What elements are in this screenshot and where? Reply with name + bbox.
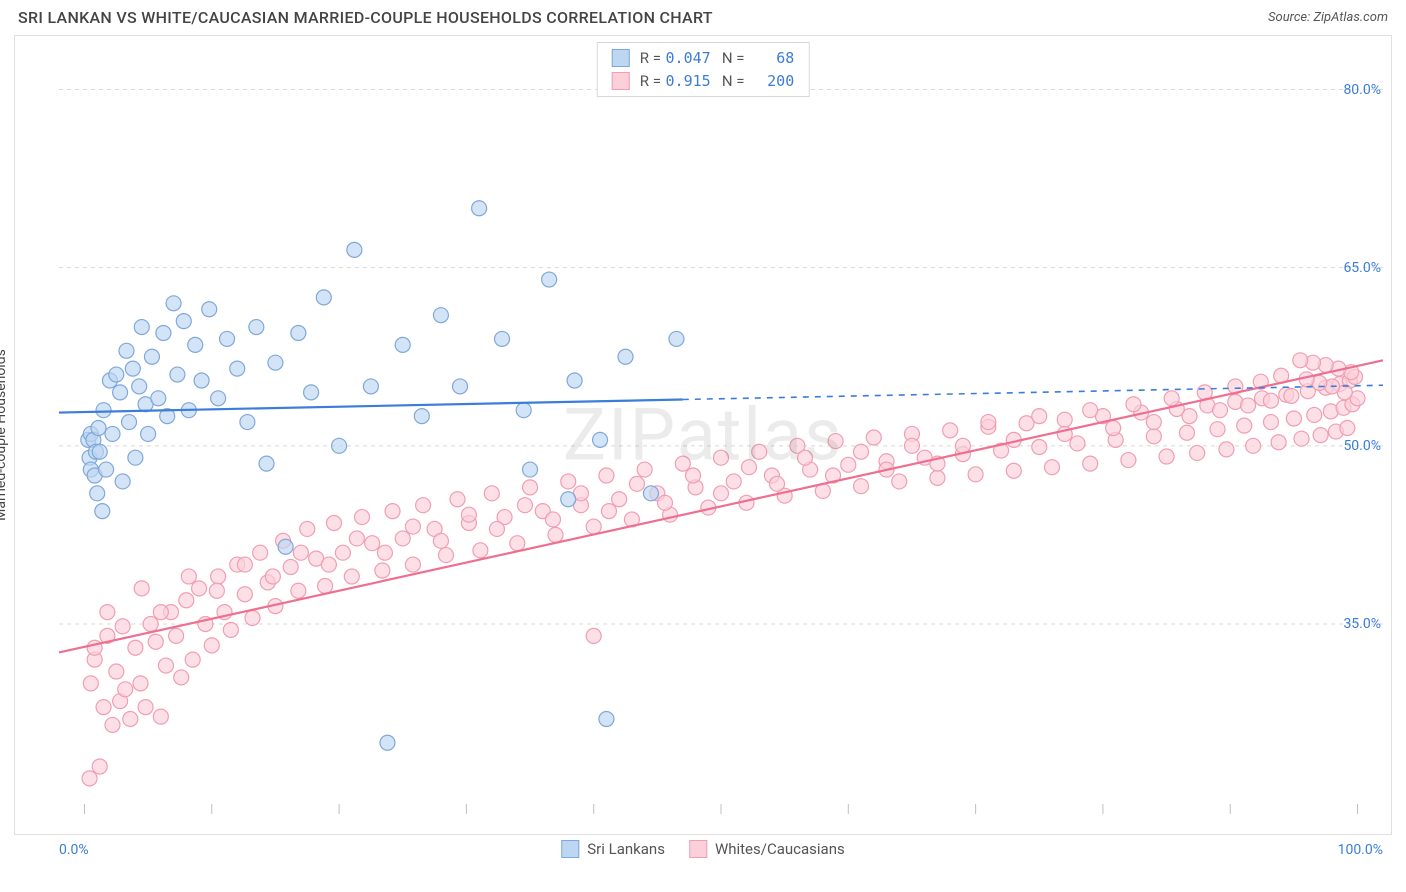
series-legend: Sri Lankans Whites/Caucasians xyxy=(561,840,844,858)
legend-series-label: Whites/Caucasians xyxy=(715,840,845,858)
legend-series-item: Whites/Caucasians xyxy=(689,840,845,858)
legend-swatch xyxy=(612,49,630,67)
scatter-plot xyxy=(15,36,1393,836)
x-axis-max-label: 100.0% xyxy=(1338,842,1383,858)
legend-series-item: Sri Lankans xyxy=(561,840,665,858)
legend-correlation-row: R = 0.047 N = 68 xyxy=(612,47,795,70)
chart-area: Married-couple Households ZIPatlas R = 0… xyxy=(14,35,1392,835)
legend-swatch xyxy=(689,840,707,858)
legend-correlation-row: R = 0.915 N = 200 xyxy=(612,70,795,93)
correlation-legend: R = 0.047 N = 68R = 0.915 N = 200 xyxy=(597,42,810,97)
y-axis-label: Married-couple Households xyxy=(0,349,9,521)
chart-header: SRI LANKAN VS WHITE/CAUCASIAN MARRIED-CO… xyxy=(0,0,1406,31)
x-axis-min-label: 0.0% xyxy=(59,842,89,858)
y-tick-label: 65.0% xyxy=(1343,260,1381,276)
y-tick-label: 80.0% xyxy=(1343,82,1381,98)
legend-swatch xyxy=(561,840,579,858)
y-tick-label: 50.0% xyxy=(1343,438,1381,454)
y-tick-label: 35.0% xyxy=(1343,616,1381,632)
chart-source: Source: ZipAtlas.com xyxy=(1268,10,1388,25)
chart-title: SRI LANKAN VS WHITE/CAUCASIAN MARRIED-CO… xyxy=(18,8,713,27)
legend-swatch xyxy=(612,72,630,90)
legend-series-label: Sri Lankans xyxy=(587,840,665,858)
